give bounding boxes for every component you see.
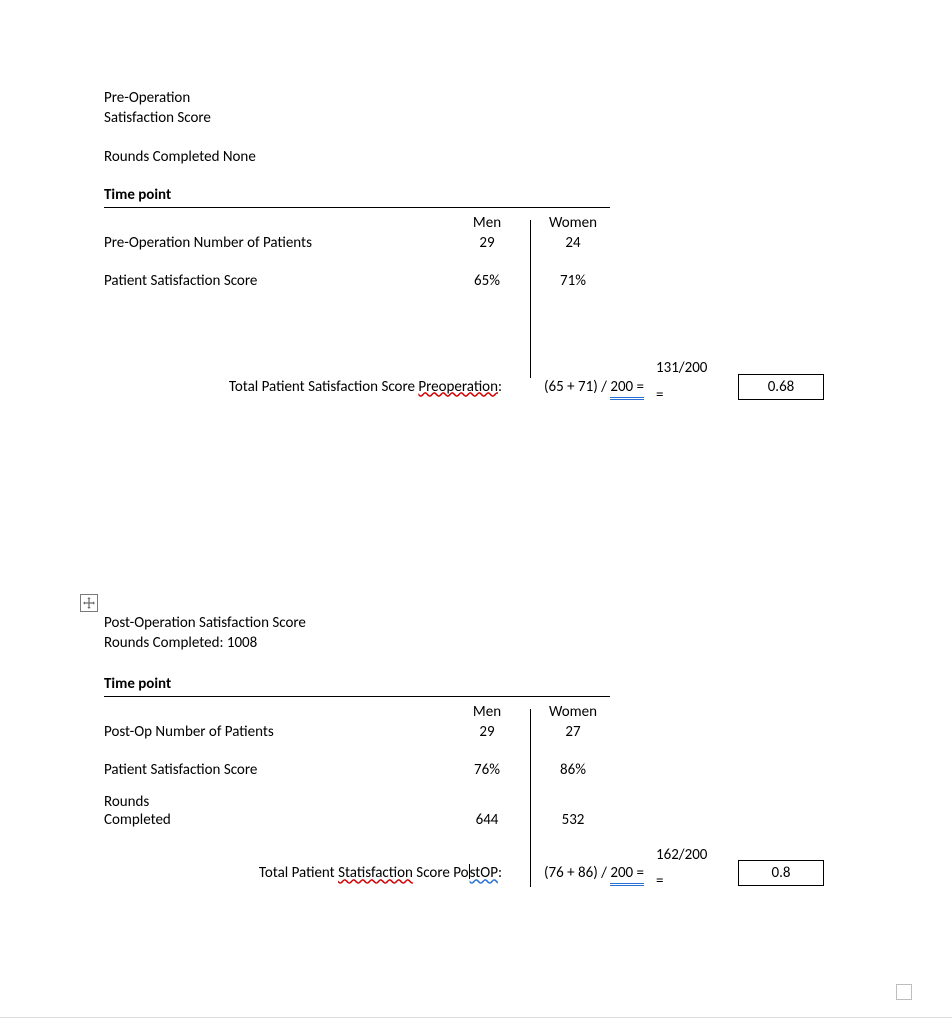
preop-header-row: Men Women: [104, 214, 664, 232]
postop-formula-label-prefix: Total Patient: [259, 864, 338, 882]
preop-row-score-label: Patient Satisfaction Score: [104, 272, 444, 290]
postop-formula-expr-prefix: (76 + 86) /: [544, 864, 610, 882]
preop-formula-fraction-bottom: =: [656, 387, 734, 404]
postop-row-rounds-label-1: Rounds: [104, 793, 444, 811]
postop-title-line1: Post-Operation Satisfaction Score: [104, 613, 952, 633]
postop-section: Post-Operation Satisfaction Score Rounds…: [104, 613, 952, 890]
preop-row-patients-men: 29: [444, 234, 530, 252]
preop-formula-expr-underlined: 200 =: [610, 378, 644, 400]
postop-row-rounds-women: 532: [530, 793, 616, 829]
move-icon: [83, 597, 95, 609]
postop-table: Men Women Post-Op Number of Patients 29 …: [104, 703, 664, 829]
preop-row-score: Patient Satisfaction Score 65% 71%: [104, 272, 664, 290]
preop-formula-label-prefix: Total Patient Satisfaction Score: [229, 378, 418, 396]
postop-rounds: Rounds Completed: 1008: [104, 633, 952, 653]
postop-row-rounds: Rounds Completed 644 532: [104, 793, 664, 829]
postop-row-patients-label: Post-Op Number of Patients: [104, 723, 444, 741]
postop-formula-label-suffix: :: [498, 864, 502, 882]
preop-time-point-heading: Time point: [104, 185, 610, 208]
preop-title-line1: Pre-Operation: [104, 88, 952, 108]
preop-formula-expr-prefix: (65 + 71) /: [544, 378, 610, 396]
postop-formula-result: 0.8: [772, 864, 791, 882]
preop-formula-fraction: 131/200 =: [644, 370, 734, 403]
postop-formula-result-box: 0.8: [738, 860, 824, 886]
preop-table-vline: [530, 220, 531, 378]
preop-row-score-women: 71%: [530, 272, 616, 290]
preop-header-women: Women: [530, 214, 616, 232]
preop-formula-row: Total Patient Satisfaction Score Preoper…: [104, 370, 952, 403]
preop-row-patients: Pre-Operation Number of Patients 29 24: [104, 234, 664, 252]
postop-row-score-men: 76%: [444, 761, 530, 779]
preop-row-patients-women: 24: [530, 234, 616, 252]
preop-formula-label-underlined: Preoperation: [418, 378, 498, 396]
postop-formula-fraction: 162/200 =: [644, 857, 734, 890]
preop-formula-fraction-top: 131/200: [656, 360, 734, 377]
document-page: Pre-Operation Satisfaction Score Rounds …: [0, 0, 952, 890]
postop-formula-label-underlined: Statisfaction: [338, 864, 413, 882]
preop-formula-result-box: 0.68: [738, 374, 824, 400]
footer-checkbox[interactable]: [896, 984, 912, 1000]
postop-time-point-heading: Time point: [104, 674, 610, 697]
preop-row-score-men: 65%: [444, 272, 530, 290]
preop-formula-label: Total Patient Satisfaction Score Preoper…: [104, 378, 504, 396]
preop-rounds: Rounds Completed None: [104, 147, 952, 167]
postop-formula-label-underlined2: stOP: [470, 864, 498, 882]
preop-title-block: Pre-Operation Satisfaction Score: [104, 88, 952, 129]
preop-table: Men Women Pre-Operation Number of Patien…: [104, 214, 664, 290]
preop-row-patients-label: Pre-Operation Number of Patients: [104, 234, 444, 252]
postop-header-row: Men Women: [104, 703, 664, 721]
postop-formula-label: Total Patient Statisfaction Score PostOP…: [104, 864, 504, 882]
preop-title-line2: Satisfaction Score: [104, 108, 952, 128]
postop-row-score-label: Patient Satisfaction Score: [104, 761, 444, 779]
preop-formula-result: 0.68: [768, 378, 795, 396]
postop-header-men: Men: [444, 703, 530, 721]
postop-header-women: Women: [530, 703, 616, 721]
postop-row-score-women: 86%: [530, 761, 616, 779]
postop-formula-fraction-bottom: =: [656, 873, 734, 890]
preop-formula-label-suffix: :: [498, 378, 502, 396]
postop-row-score: Patient Satisfaction Score 76% 86%: [104, 761, 664, 779]
postop-formula-expr-underlined: 200 =: [610, 864, 644, 886]
table-move-handle[interactable]: [80, 594, 98, 612]
postop-row-rounds-label: Rounds Completed: [104, 793, 444, 829]
postop-row-rounds-label-2: Completed: [104, 811, 444, 829]
page-bottom-rule: [0, 1017, 952, 1018]
postop-row-patients-men: 29: [444, 723, 530, 741]
preop-header-men: Men: [444, 214, 530, 232]
postop-formula-fraction-top: 162/200: [656, 847, 734, 864]
postop-table-vline: [530, 709, 531, 887]
postop-formula-expr: (76 + 86) / 200 =: [504, 864, 644, 882]
preop-formula-expr: (65 + 71) / 200 =: [504, 378, 644, 396]
postop-row-patients: Post-Op Number of Patients 29 27: [104, 723, 664, 741]
postop-row-patients-women: 27: [530, 723, 616, 741]
postop-row-rounds-men: 644: [444, 793, 530, 829]
postop-formula-label-mid: Score Po: [413, 864, 469, 882]
postop-formula-row: Total Patient Statisfaction Score PostOP…: [104, 857, 952, 890]
